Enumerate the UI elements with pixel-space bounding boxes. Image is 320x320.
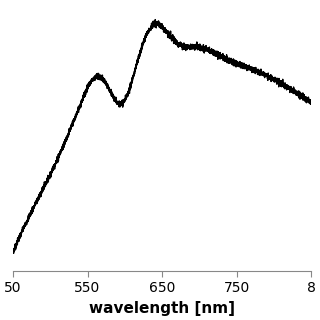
X-axis label: wavelength [nm]: wavelength [nm]: [89, 301, 235, 316]
